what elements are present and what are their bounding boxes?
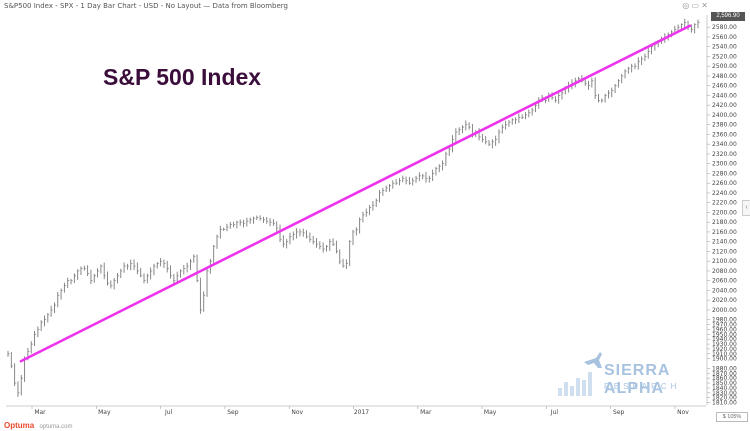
y-tick-label: 2320.00: [712, 151, 737, 158]
chart-toolbar-icons[interactable]: ◎ ▭ ✕: [682, 1, 708, 10]
y-tick-label: 2160.00: [712, 229, 737, 236]
optuma-logo: Optuma: [4, 421, 35, 430]
x-tick-label: May: [98, 409, 111, 416]
y-tick-label: 2000.00: [712, 307, 737, 314]
y-tick-label: 2460.00: [712, 83, 737, 90]
y-tick-label: 2480.00: [712, 73, 737, 80]
y-tick-label: 2240.00: [712, 190, 737, 197]
x-tick-label: Sep: [227, 409, 239, 416]
x-tick-label: Nov: [677, 409, 689, 416]
y-tick-label: 2500.00: [712, 63, 737, 70]
y-tick-label: 1860.00: [712, 375, 737, 382]
footer: Optuma optuma.com: [4, 421, 72, 430]
x-tick-label: 2017: [354, 409, 369, 416]
x-tick-label: May: [484, 409, 497, 416]
watermark-line1: SIERRA ALPHA: [604, 362, 670, 397]
trendline: [19, 24, 692, 363]
y-tick-label: 2140.00: [712, 239, 737, 246]
y-tick-label: 2200.00: [712, 209, 737, 216]
y-tick-label: 2540.00: [712, 44, 737, 51]
y-tick-label: 2080.00: [712, 268, 737, 275]
y-tick-label: 1940.00: [712, 336, 737, 343]
y-tick-label: 2260.00: [712, 180, 737, 187]
y-tick-label: 1870.00: [712, 370, 737, 377]
y-tick-label: 1980.00: [712, 317, 737, 324]
plane-chart-icon: [558, 352, 602, 396]
y-tick-label: 2180.00: [712, 219, 737, 226]
y-tick-label: 2580.00: [712, 24, 737, 31]
watermark-logo: SIERRA ALPHA RESEARCH: [556, 350, 706, 398]
y-tick-label: 2280.00: [712, 170, 737, 177]
x-tick-label: Mar: [420, 409, 432, 416]
y-tick-label: 1830.00: [712, 390, 737, 397]
y-tick-label: 1950.00: [712, 331, 737, 338]
y-tick-label: 2100.00: [712, 258, 737, 265]
y-tick-label: 1920.00: [712, 346, 737, 353]
y-tick-label: 2060.00: [712, 278, 737, 285]
y-tick-label: 1900.00: [712, 356, 737, 363]
y-tick-label: 1960.00: [712, 326, 737, 333]
y-tick-label: 1880.00: [712, 365, 737, 372]
y-tick-label: 2420.00: [712, 102, 737, 109]
last-price-label: 2,596.90: [711, 12, 745, 21]
y-axis: 1810.001820.001830.001840.001850.001860.…: [706, 15, 737, 407]
x-tick-label: Jul: [550, 409, 559, 416]
y-tick-label: 2300.00: [712, 161, 737, 168]
y-tick-label: 1910.00: [712, 351, 737, 358]
y-tick-label: 2440.00: [712, 92, 737, 99]
chart-header: S&P500 Index - SPX - 1 Day Bar Chart - U…: [4, 2, 288, 14]
bars-layer: [7, 18, 700, 397]
x-tick-label: Sep: [613, 409, 625, 416]
y-tick-label: 2340.00: [712, 141, 737, 148]
y-tick-label: 2400.00: [712, 112, 737, 119]
x-axis: Mar May Jul Sep Nov 2017 Mar May Jul Sep Nov: [6, 405, 706, 416]
y-tick-label: 2220.00: [712, 200, 737, 207]
y-tick-label: 2520.00: [712, 53, 737, 60]
y-tick-label: 2020.00: [712, 297, 737, 304]
collapse-handle[interactable]: ‹: [742, 200, 750, 216]
x-tick-label: Jul: [164, 409, 173, 416]
y-tick-label: 2040.00: [712, 287, 737, 294]
y-tick-label: 1850.00: [712, 380, 737, 387]
x-tick-label: Nov: [291, 409, 303, 416]
scale-mode-button[interactable]: $ 105%: [716, 412, 748, 422]
footer-url[interactable]: optuma.com: [39, 424, 73, 430]
x-tick-label: Mar: [34, 409, 46, 416]
y-tick-label: 1930.00: [712, 341, 737, 348]
y-tick-label: 2560.00: [712, 34, 737, 41]
y-tick-label: 2120.00: [712, 248, 737, 255]
chart-header-title: S&P500 Index - SPX - 1 Day Bar Chart - U…: [4, 2, 288, 10]
y-tick-label: 2360.00: [712, 131, 737, 138]
y-tick-label: 1820.00: [712, 395, 737, 402]
y-tick-label: 1840.00: [712, 385, 737, 392]
watermark-line2: RESEARCH: [604, 382, 681, 391]
y-tick-label: 1970.00: [712, 322, 737, 329]
chart-title: S&P 500 Index: [103, 64, 262, 90]
y-tick-label: 1810.00: [712, 400, 737, 407]
y-tick-label: 2380.00: [712, 122, 737, 129]
trendline-layer: [19, 24, 692, 363]
